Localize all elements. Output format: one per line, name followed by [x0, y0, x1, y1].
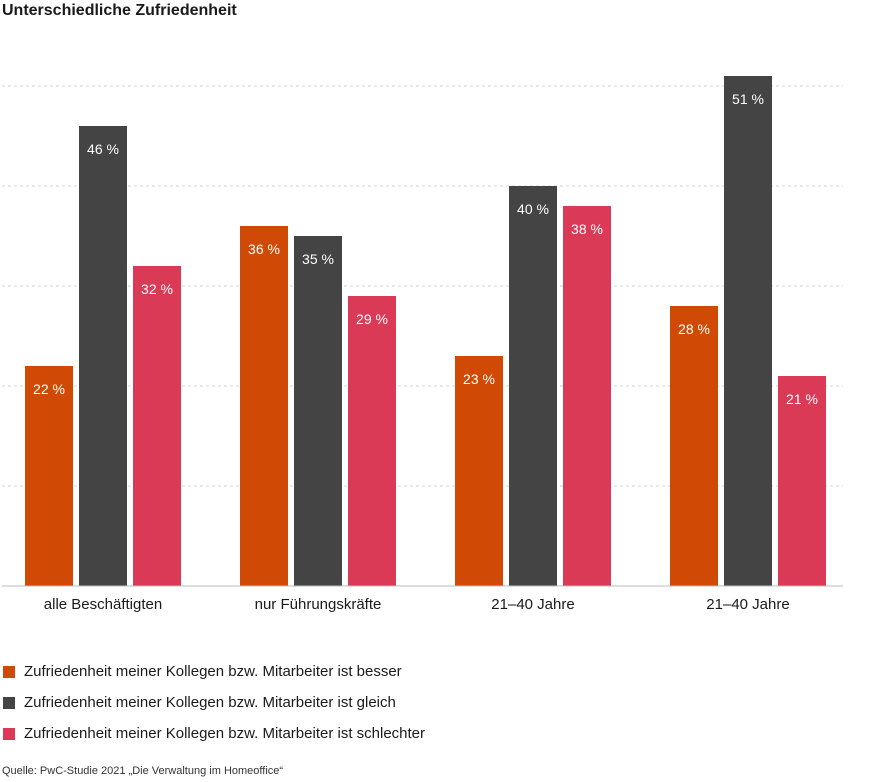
legend: Zufriedenheit meiner Kollegen bzw. Mitar… — [3, 656, 425, 749]
bar — [670, 306, 718, 586]
x-tick-label: 21–40 Jahre — [491, 596, 574, 613]
data-label: 32 % — [141, 281, 173, 297]
data-label: 35 % — [302, 251, 334, 267]
bar-chart: 22 % 46 % 32 % 36 % 35 % 29 % 23 % 40 % 38 % 28 %… — [2, 76, 843, 613]
data-label: 28 % — [678, 321, 710, 337]
x-tick-labels: alle Beschäftigten nur Führungskräfte 21–4… — [44, 596, 790, 613]
bar — [348, 296, 396, 586]
legend-label: Zufriedenheit meiner Kollegen bzw. Mitar… — [24, 663, 402, 680]
legend-item-schlechter: Zufriedenheit meiner Kollegen bzw. Mitar… — [3, 718, 425, 749]
bar — [133, 266, 181, 586]
bar — [79, 126, 127, 586]
legend-swatch — [3, 665, 15, 678]
x-tick-label: alle Beschäftigten — [44, 596, 162, 613]
bar — [509, 186, 557, 586]
bar — [778, 376, 826, 586]
data-label: 51 % — [732, 91, 764, 107]
bar — [455, 356, 503, 586]
data-label: 23 % — [463, 371, 495, 387]
data-label: 46 % — [87, 141, 119, 157]
legend-swatch — [3, 696, 15, 709]
legend-item-gleich: Zufriedenheit meiner Kollegen bzw. Mitar… — [3, 687, 425, 718]
data-label: 38 % — [571, 221, 603, 237]
x-tick-label: 21–40 Jahre — [706, 596, 789, 613]
data-label: 40 % — [517, 201, 549, 217]
bar — [563, 206, 611, 586]
bar — [724, 76, 772, 586]
legend-item-besser: Zufriedenheit meiner Kollegen bzw. Mitar… — [3, 656, 425, 687]
legend-label: Zufriedenheit meiner Kollegen bzw. Mitar… — [24, 694, 396, 711]
legend-label: Zufriedenheit meiner Kollegen bzw. Mitar… — [24, 725, 426, 742]
data-label: 29 % — [356, 311, 388, 327]
data-label: 36 % — [248, 241, 280, 257]
source-note: Quelle: PwC-Studie 2021 „Die Verwaltung … — [2, 765, 284, 777]
bars: 22 % 46 % 32 % 36 % 35 % 29 % 23 % 40 % 38 % 28 %… — [25, 76, 826, 586]
bar — [294, 236, 342, 586]
bar — [25, 366, 73, 586]
x-tick-label: nur Führungskräfte — [255, 596, 382, 613]
data-label: 21 % — [786, 391, 818, 407]
legend-swatch — [3, 727, 15, 740]
data-label: 22 % — [33, 381, 65, 397]
chart-title: Unterschiedliche Zufriedenheit — [2, 2, 237, 19]
bar — [240, 226, 288, 586]
